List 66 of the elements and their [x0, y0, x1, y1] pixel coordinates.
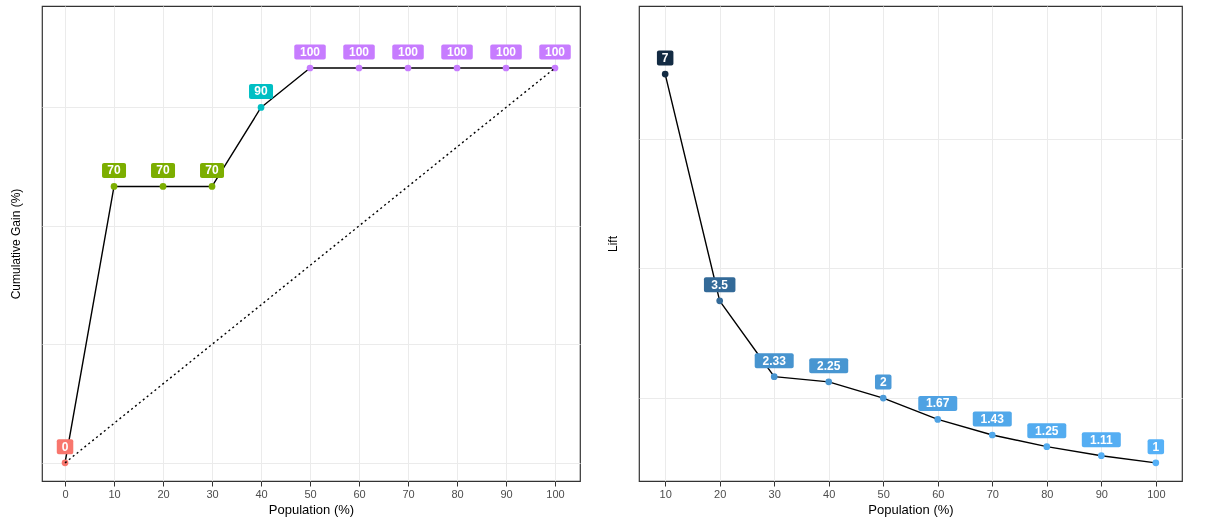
x-tick-label: 50 — [877, 487, 890, 500]
x-tick-label: 100 — [1147, 487, 1166, 500]
data-label: 70 — [156, 163, 171, 178]
data-label: 90 — [254, 84, 269, 99]
data-label: 1.43 — [980, 411, 1005, 426]
point — [879, 394, 887, 402]
data-label: 100 — [300, 44, 321, 59]
x-tick-label: 60 — [932, 487, 945, 500]
data-label: 100 — [545, 44, 566, 59]
data-label: 3.5 — [711, 277, 729, 292]
point — [716, 297, 724, 305]
x-tick-label: 0 — [62, 487, 69, 500]
x-tick-label: 30 — [206, 487, 219, 500]
point — [306, 64, 314, 72]
point — [502, 64, 510, 72]
x-tick-label: 50 — [304, 487, 317, 500]
x-tick-label: 90 — [1095, 487, 1108, 500]
x-axis-title: Population (%) — [268, 501, 355, 517]
x-tick-label: 80 — [451, 487, 464, 500]
point — [1097, 452, 1105, 460]
data-label: 1.67 — [926, 396, 950, 411]
y-axis-title: Cumulative Gain (%) — [8, 188, 23, 300]
data-label: 0 — [61, 439, 69, 454]
point — [453, 64, 461, 72]
y-axis-title: Lift — [605, 235, 620, 253]
x-tick-label: 20 — [714, 487, 727, 500]
point — [404, 64, 412, 72]
x-tick-label: 30 — [768, 487, 781, 500]
point — [159, 183, 167, 190]
x-tick-label: 60 — [353, 487, 366, 500]
point — [1043, 443, 1051, 450]
x-tick-label: 100 — [546, 487, 565, 500]
x-tick-label: 20 — [157, 487, 170, 500]
data-label: 1.11 — [1089, 432, 1113, 447]
x-tick-label: 70 — [986, 487, 999, 500]
point — [770, 373, 778, 381]
data-label: 2.25 — [817, 358, 841, 373]
point — [988, 431, 996, 439]
point — [257, 104, 265, 111]
point — [661, 70, 669, 78]
point — [355, 64, 363, 72]
x-tick-label: 10 — [108, 487, 121, 500]
data-label: 100 — [447, 44, 468, 59]
data-label: 2 — [879, 375, 887, 390]
x-axis-title: Population (%) — [868, 501, 954, 517]
x-tick-label: 80 — [1041, 487, 1054, 500]
x-tick-label: 40 — [823, 487, 836, 500]
data-label: 100 — [496, 44, 517, 59]
data-label: 2.33 — [762, 353, 787, 368]
data-label: 100 — [398, 44, 419, 59]
point — [934, 416, 942, 423]
data-label: 100 — [349, 44, 370, 59]
x-tick-label: 70 — [402, 487, 415, 500]
x-tick-label: 10 — [659, 487, 672, 500]
point — [551, 64, 559, 72]
point — [110, 183, 118, 190]
data-label: 1.25 — [1035, 423, 1059, 438]
x-tick-label: 40 — [255, 487, 268, 500]
data-label: 70 — [107, 163, 122, 178]
data-label: 1 — [1152, 439, 1160, 454]
x-tick-label: 90 — [500, 487, 513, 500]
data-label: 70 — [205, 163, 220, 178]
data-label: 7 — [661, 51, 669, 66]
point — [825, 378, 833, 386]
point — [1152, 459, 1160, 467]
point — [208, 183, 216, 190]
